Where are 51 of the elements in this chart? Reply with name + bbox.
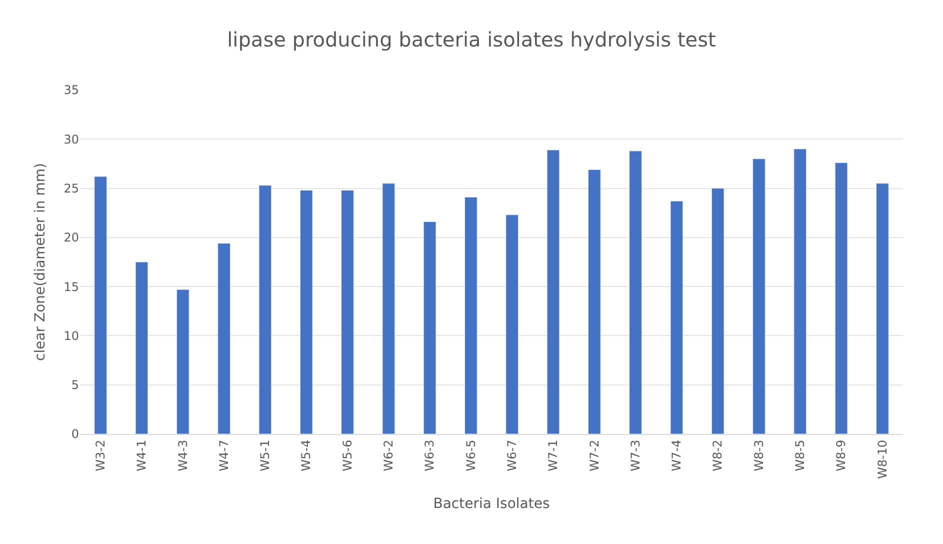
y-tick-label: 10 <box>64 328 79 343</box>
bar <box>300 190 313 434</box>
bar <box>423 221 436 434</box>
x-tick-label: W4-7 <box>216 440 231 472</box>
y-tick-label: 20 <box>64 230 79 245</box>
bar <box>794 148 807 434</box>
x-tick-label: W6-5 <box>464 440 478 472</box>
y-tick-label: 25 <box>64 181 79 196</box>
bar <box>176 289 190 434</box>
x-tick-label: W8-9 <box>834 440 848 472</box>
x-axis-title: Bacteria Isolates <box>433 496 550 512</box>
chart-title: lipase producing bacteria isolates hydrolysis test <box>227 28 716 52</box>
x-tick-label: W4-3 <box>176 440 190 472</box>
y-tick-label: 0 <box>71 427 79 442</box>
y-axis-title: clear Zone(diameter in mm) <box>32 163 48 361</box>
x-tick-label: W5-6 <box>340 440 354 472</box>
bar <box>834 162 848 434</box>
bar <box>629 150 642 434</box>
x-tick-label: W7-3 <box>628 440 642 472</box>
x-tick-label: W7-4 <box>670 440 684 472</box>
bar <box>752 158 766 434</box>
bar <box>546 150 560 434</box>
x-tick-label: W8-5 <box>793 440 808 472</box>
bar <box>341 190 354 434</box>
bar <box>464 196 478 434</box>
bar <box>94 176 107 434</box>
x-tick-label: W8-2 <box>710 440 725 472</box>
x-tick-label: W8-3 <box>752 440 766 472</box>
y-tick-label: 5 <box>71 378 79 392</box>
x-tick-label: W6-7 <box>504 440 519 472</box>
x-tick-label: W7-1 <box>546 440 560 472</box>
x-tick-label: W4-1 <box>134 440 149 472</box>
y-tick-label: 35 <box>64 83 79 98</box>
bar <box>218 243 230 434</box>
bar <box>258 185 272 434</box>
bar <box>670 200 684 434</box>
bar <box>506 214 518 434</box>
x-tick-label: W3-2 <box>93 440 108 472</box>
y-tick-label: 30 <box>64 132 79 146</box>
x-tick-label: W7-2 <box>587 440 602 472</box>
bar <box>588 169 601 434</box>
y-tick-label: 15 <box>64 280 79 294</box>
x-tick-label: W8-10 <box>875 440 890 479</box>
bar <box>711 188 724 434</box>
bar <box>876 183 889 434</box>
x-tick-label: W5-1 <box>258 440 272 472</box>
bar <box>135 262 148 434</box>
bar <box>382 183 396 434</box>
x-tick-label: W6-3 <box>422 440 437 472</box>
x-tick-label: W6-2 <box>382 440 396 472</box>
x-tick-label: W5-4 <box>299 440 314 472</box>
